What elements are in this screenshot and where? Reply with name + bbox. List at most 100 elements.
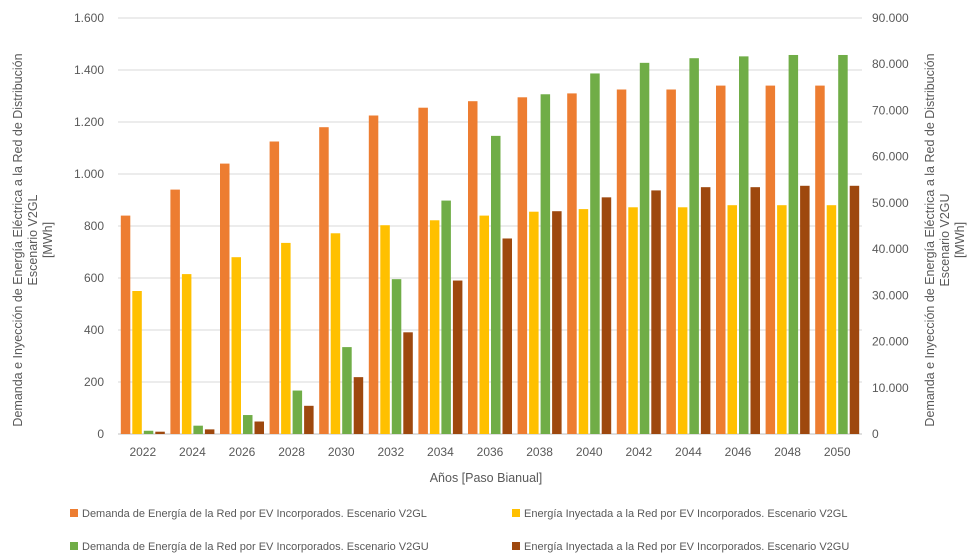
bar [826,205,837,434]
bar [616,89,627,434]
right-axis-title: Demanda e Inyección de Energía Eléctrica… [923,53,967,426]
bar [651,190,661,434]
bar [540,94,551,435]
bar [815,85,825,434]
bar [800,185,810,434]
bar [639,62,650,434]
bar [468,101,478,434]
bar [170,189,180,434]
bar [529,211,539,434]
left-axis-ticks: 0 200 400 600 800 1.000 1.200 1.400 1.600 [74,11,104,441]
bar [441,200,451,434]
x-axis-tick-label: 2038 [526,445,553,459]
x-axis-tick-label: 2050 [824,445,851,459]
left-axis-tick-label: 1.000 [74,167,104,181]
x-axis-tick-label: 2040 [576,445,603,459]
bar [304,405,314,434]
x-axis-title: Años [Paso Bianual] [430,471,543,485]
left-axis-title-line2: Escenario V2GL [26,194,40,285]
bar [243,415,253,434]
bar [418,107,428,434]
bar [155,431,165,434]
bar [502,238,512,434]
bars [120,54,860,435]
x-axis-tick-label: 2022 [129,445,156,459]
right-axis-tick-label: 80.000 [872,57,909,71]
bar [491,135,501,434]
bar [700,187,711,434]
bar [292,390,303,434]
x-axis-tick-label: 2024 [179,445,206,459]
bar [765,85,776,434]
legend-item-demanda-v2gu: Demanda de Energía de la Red por EV Inco… [70,541,429,553]
bar [517,97,528,435]
right-axis-tick-label: 40.000 [872,242,909,256]
bar [193,425,203,434]
bar [204,429,215,434]
right-axis-title-line2: Escenario V2GU [938,193,952,286]
bar [353,377,364,434]
x-axis-tick-label: 2046 [725,445,752,459]
bar [628,207,638,434]
left-axis-tick-label: 200 [84,375,104,389]
bar [330,233,341,434]
legend-label: Demanda de Energía de la Red por EV Inco… [82,508,427,520]
bar [220,163,230,434]
bar [552,211,562,434]
x-axis-tick-label: 2026 [229,445,256,459]
right-axis-tick-label: 10.000 [872,381,909,395]
bar [380,225,390,434]
x-axis-tick-label: 2028 [278,445,305,459]
bar [567,93,577,435]
left-axis-tick-label: 1.200 [74,115,104,129]
bar [231,257,241,434]
bar [788,54,799,434]
right-axis-title-line1: Demanda e Inyección de Energía Eléctrica… [923,53,937,426]
bar [143,430,154,434]
right-axis-ticks: 0 10.000 20.000 30.000 40.000 50.000 60.000 70.… [872,11,909,441]
right-axis-tick-label: 60.000 [872,150,909,164]
legend-item-inyectada-v2gu: Energía Inyectada a la Red por EV Incorp… [512,541,849,553]
legend-swatch [512,509,520,517]
legend-swatch [70,542,78,550]
bar [342,347,352,434]
gridlines [118,17,862,435]
bar [590,73,600,434]
left-axis-title-line3: [MWh] [41,222,55,258]
bar [120,215,131,434]
x-axis-tick-label: 2048 [774,445,801,459]
bar [727,205,737,434]
bar [666,89,676,434]
bar [689,58,699,435]
right-axis-tick-label: 30.000 [872,288,909,302]
x-axis-tick-label: 2042 [625,445,652,459]
bar [750,187,760,434]
right-axis-tick-label: 0 [872,427,879,441]
bar [181,274,192,434]
legend-swatch [70,509,78,517]
right-axis-tick-label: 90.000 [872,11,909,25]
bar [716,85,726,434]
left-axis-tick-label: 600 [84,271,104,285]
bar [479,215,489,434]
right-axis-title-line3: [MWh] [953,222,967,258]
bar [391,279,402,434]
bar [269,141,280,434]
legend-item-demanda-v2gl: Demanda de Energía de la Red por EV Inco… [70,508,427,520]
right-axis-tick-label: 20.000 [872,335,909,349]
left-axis-title-line1: Demanda e Inyección de Energía Eléctrica… [11,53,25,426]
x-axis-tick-label: 2034 [427,445,454,459]
legend-item-inyectada-v2gl: Energía Inyectada a la Red por EV Incorp… [512,508,847,520]
left-axis-tick-label: 400 [84,323,104,337]
left-axis-tick-label: 1.400 [74,63,104,77]
bar [739,56,749,435]
bar [254,421,264,434]
x-axis-tick-label: 2030 [328,445,355,459]
right-axis-tick-label: 50.000 [872,196,909,210]
bar [677,207,688,434]
x-axis-tick-label: 2036 [477,445,504,459]
left-axis-tick-label: 800 [84,219,104,233]
bar [838,54,848,434]
left-axis-tick-label: 1.600 [74,11,104,25]
